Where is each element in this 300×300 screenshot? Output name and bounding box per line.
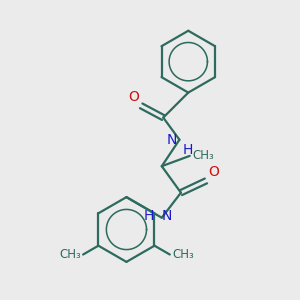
Text: O: O [128,90,139,104]
Text: N: N [162,209,172,223]
Text: O: O [208,165,219,179]
Text: H: H [182,142,193,157]
Text: N: N [166,133,176,147]
Text: H: H [144,209,154,223]
Text: CH₃: CH₃ [192,149,214,162]
Text: CH₃: CH₃ [59,248,81,261]
Text: CH₃: CH₃ [172,248,194,261]
